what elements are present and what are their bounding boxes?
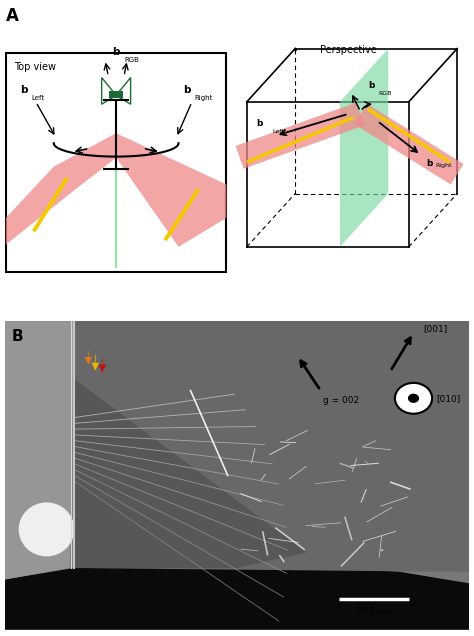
Polygon shape [116,133,227,247]
Polygon shape [5,556,469,630]
Text: $\mathbf{b}$: $\mathbf{b}$ [426,157,434,169]
Text: Right: Right [194,95,212,101]
Polygon shape [6,133,116,245]
Text: $\mathbf{b}$: $\mathbf{b}$ [368,79,376,90]
Text: A: A [6,7,18,25]
Text: 200 nm: 200 nm [357,607,391,616]
Text: [010]: [010] [437,394,461,403]
Text: RGB: RGB [124,57,139,63]
Text: Perspective: Perspective [320,45,377,55]
Bar [109,91,123,97]
Text: Top view: Top view [14,62,55,72]
Polygon shape [236,102,365,169]
Ellipse shape [18,502,74,556]
Polygon shape [74,379,307,568]
Polygon shape [340,48,388,247]
Circle shape [408,394,419,403]
Text: Right: Right [436,163,452,169]
Text: g = 002: g = 002 [323,396,359,405]
Polygon shape [5,321,74,579]
Text: RGB: RGB [379,91,392,95]
Text: B: B [12,329,23,344]
Polygon shape [74,321,469,572]
Text: $\mathbf{b}$: $\mathbf{b}$ [112,45,120,57]
Text: $\mathbf{b}$: $\mathbf{b}$ [256,117,264,128]
Text: $\mathbf{b}$: $\mathbf{b}$ [183,83,192,95]
Polygon shape [354,104,464,184]
Text: $\mathbf{b}$: $\mathbf{b}$ [20,83,29,95]
Circle shape [395,383,432,413]
Text: [001]: [001] [423,324,447,333]
Text: Left: Left [31,95,45,101]
Text: Left: Left [272,129,284,134]
